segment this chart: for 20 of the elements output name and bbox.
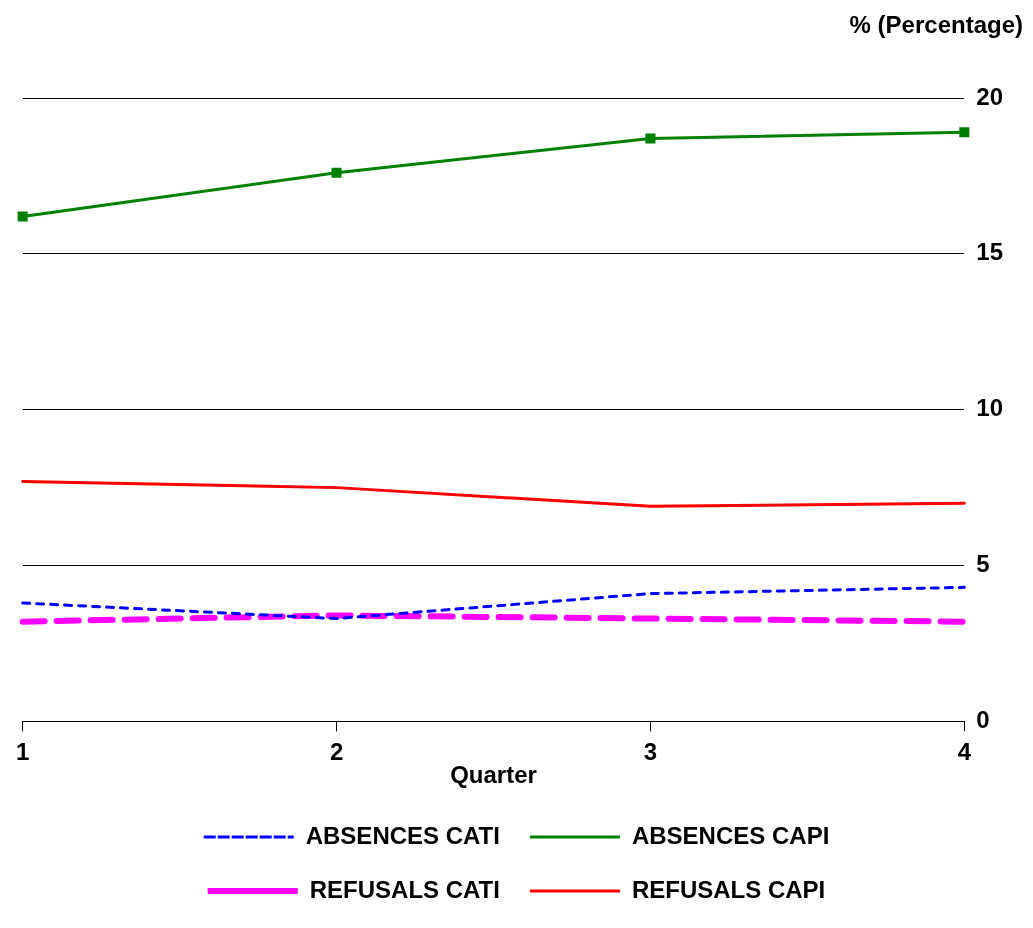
point: [645, 133, 656, 144]
x-tick-label: 4: [957, 738, 972, 766]
legend-label: REFUSALS CAPI: [631, 875, 826, 903]
point: [959, 127, 970, 138]
y-tick-label: 15: [976, 238, 1004, 266]
y-tick-label: 5: [976, 550, 990, 578]
y-tick-label: 0: [976, 706, 990, 734]
y-axis-title: % (Percentage): [849, 10, 1023, 38]
line-series: [21, 585, 966, 621]
x-tick-label: 1: [15, 738, 30, 766]
legend-label: ABSENCES CAPI: [631, 821, 830, 849]
legend-label: ABSENCES CATI: [305, 821, 500, 849]
x-axis-title: Quarter: [450, 761, 537, 789]
y-tick-label: 10: [976, 394, 1004, 422]
x-tick-label: 3: [643, 738, 658, 766]
point: [331, 167, 342, 178]
y-tick-label: 20: [976, 82, 1004, 110]
x-tick-label: 2: [329, 738, 344, 766]
legend-label: REFUSALS CATI: [309, 875, 500, 903]
point: [17, 211, 28, 222]
